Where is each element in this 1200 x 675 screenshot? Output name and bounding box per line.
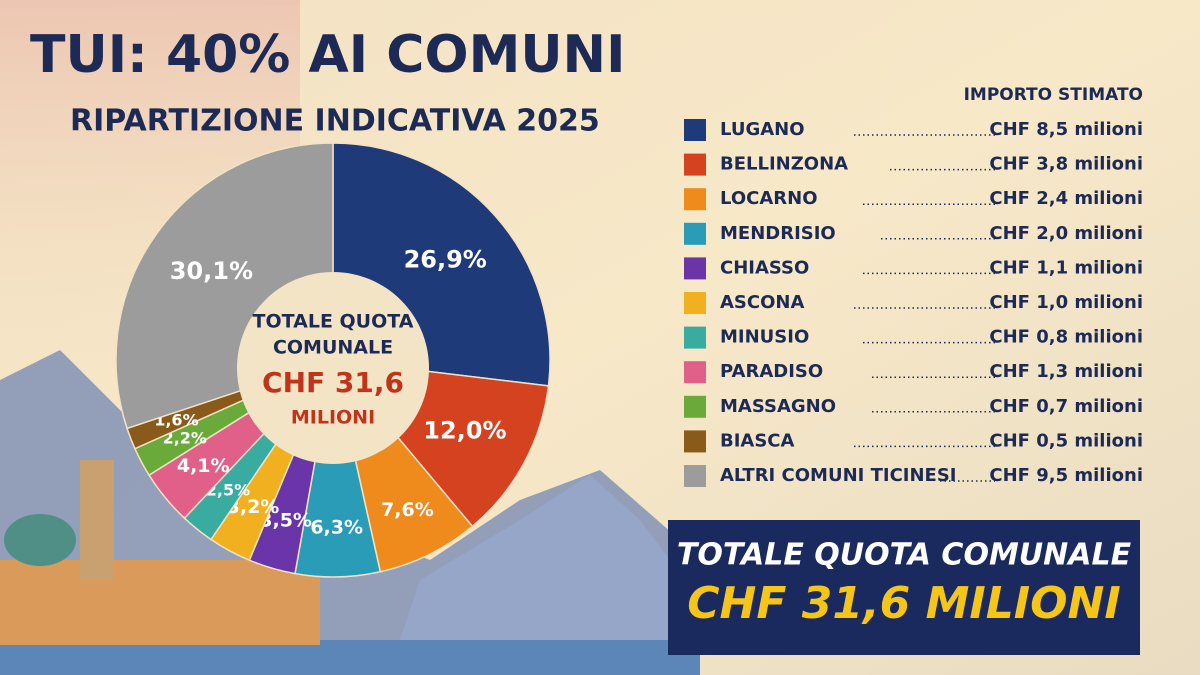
- bell-tower: [80, 460, 114, 580]
- legend-label: LOCARNO: [720, 188, 818, 209]
- legend-label: PARADISO: [720, 361, 823, 382]
- legend-swatch: [684, 395, 706, 418]
- slice-label: 3,2%: [227, 496, 280, 518]
- legend-amount: CHF 1,1 milioni: [989, 257, 1143, 278]
- legend-amount: CHF 0,5 milioni: [989, 430, 1143, 451]
- total-value: CHF 31,6 MILIONI: [687, 578, 1121, 629]
- legend-swatch: [684, 222, 706, 245]
- dome: [4, 514, 76, 566]
- town: [0, 560, 320, 645]
- legend-label: MENDRISIO: [720, 223, 836, 244]
- legend-swatch: [684, 257, 706, 280]
- donut-hole: [237, 272, 429, 464]
- legend-amount: CHF 0,8 milioni: [989, 327, 1143, 348]
- legend-label: ASCONA: [720, 292, 804, 313]
- legend-label: MASSAGNO: [720, 396, 836, 417]
- slice-label: 4,1%: [177, 455, 230, 477]
- legend-amount: CHF 2,4 milioni: [989, 188, 1143, 209]
- legend-amount: CHF 2,0 milioni: [989, 223, 1143, 244]
- legend-label: CHIASSO: [720, 257, 809, 278]
- legend-amount: CHF 8,5 milioni: [989, 119, 1143, 140]
- legend-amount: CHF 1,0 milioni: [989, 292, 1143, 313]
- center-label: TOTALE QUOTA: [253, 311, 414, 333]
- legend-swatch: [684, 430, 706, 453]
- slice-label: 3,5%: [259, 510, 312, 532]
- legend-header: IMPORTO STIMATO: [964, 85, 1143, 105]
- center-label: MILIONI: [291, 407, 375, 429]
- legend-swatch: [684, 119, 706, 141]
- slice-label: 6,3%: [310, 516, 363, 538]
- legend-amount: CHF 1,3 milioni: [989, 361, 1143, 382]
- legend-label: BELLINZONA: [720, 154, 848, 175]
- mountain: [400, 475, 700, 640]
- legend-label: MINUSIO: [720, 327, 809, 348]
- legend-swatch: [684, 292, 706, 314]
- legend-label: LUGANO: [720, 119, 805, 140]
- center-label: COMUNALE: [273, 337, 393, 359]
- legend-swatch: [684, 465, 706, 487]
- legend-amount: CHF 9,5 milioni: [989, 465, 1143, 486]
- slice-label: 30,1%: [170, 257, 253, 285]
- total-label: TOTALE QUOTA COMUNALE: [677, 538, 1132, 573]
- legend-amount: CHF 0,7 milioni: [989, 396, 1143, 417]
- center-label: CHF 31,6: [262, 366, 404, 399]
- subtitle: RIPARTIZIONE INDICATIVA 2025: [70, 104, 600, 139]
- legend-amount: CHF 3,8 milioni: [989, 154, 1143, 175]
- slice-label: 7,6%: [381, 499, 434, 521]
- legend-label: ALTRI COMUNI TICINESI: [720, 465, 957, 486]
- lake: [0, 640, 700, 675]
- slice-label: 12,0%: [423, 416, 506, 444]
- legend-swatch: [684, 326, 706, 349]
- legend-swatch: [684, 153, 706, 176]
- title: TUI: 40% AI COMUNI: [30, 25, 625, 85]
- slice-label: 2,2%: [163, 429, 207, 448]
- slice-label: 26,9%: [404, 245, 487, 273]
- legend-swatch: [684, 361, 706, 384]
- legend-label: BIASCA: [720, 430, 795, 451]
- slice-label: 2,5%: [206, 481, 250, 500]
- legend-swatch: [684, 188, 706, 211]
- total-box: [668, 520, 1140, 655]
